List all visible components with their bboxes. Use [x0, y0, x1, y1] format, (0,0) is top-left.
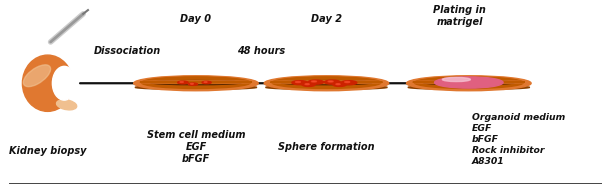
Text: Dissociation: Dissociation — [94, 46, 162, 56]
Text: Sphere formation: Sphere formation — [278, 142, 374, 152]
Ellipse shape — [134, 76, 258, 91]
Ellipse shape — [281, 81, 371, 85]
Ellipse shape — [312, 81, 317, 82]
Ellipse shape — [22, 55, 73, 111]
Ellipse shape — [57, 100, 77, 110]
Ellipse shape — [140, 81, 252, 83]
Ellipse shape — [264, 76, 389, 91]
Ellipse shape — [408, 85, 529, 89]
Ellipse shape — [308, 80, 324, 84]
Text: Plating in
matrigel: Plating in matrigel — [434, 5, 487, 27]
Ellipse shape — [305, 84, 309, 85]
Text: Day 0: Day 0 — [180, 14, 212, 24]
Ellipse shape — [272, 77, 381, 88]
Ellipse shape — [408, 81, 529, 83]
Text: Organoid medium
EGF
bFGF
Rock inhibitor
A8301: Organoid medium EGF bFGF Rock inhibitor … — [472, 113, 565, 166]
Ellipse shape — [202, 81, 211, 84]
Ellipse shape — [270, 81, 382, 83]
Text: 48 hours: 48 hours — [237, 46, 285, 56]
Ellipse shape — [324, 80, 340, 84]
Ellipse shape — [135, 85, 257, 89]
Ellipse shape — [336, 84, 340, 85]
Ellipse shape — [424, 81, 514, 85]
Ellipse shape — [52, 66, 76, 100]
Ellipse shape — [413, 81, 525, 83]
Ellipse shape — [266, 85, 387, 89]
Ellipse shape — [142, 77, 250, 88]
Ellipse shape — [345, 81, 350, 83]
Text: Stem cell medium
EGF
bFGF: Stem cell medium EGF bFGF — [147, 130, 245, 164]
Ellipse shape — [406, 76, 531, 91]
Ellipse shape — [443, 77, 470, 82]
Ellipse shape — [414, 77, 523, 88]
Text: Kidney biopsy: Kidney biopsy — [9, 146, 86, 156]
Ellipse shape — [435, 77, 503, 88]
Text: Day 2: Day 2 — [311, 14, 342, 24]
Ellipse shape — [302, 83, 315, 86]
Ellipse shape — [266, 81, 387, 83]
Ellipse shape — [333, 83, 346, 86]
Ellipse shape — [341, 81, 357, 85]
Ellipse shape — [188, 83, 198, 85]
Ellipse shape — [295, 81, 300, 83]
Ellipse shape — [135, 81, 257, 83]
Ellipse shape — [24, 65, 51, 87]
Ellipse shape — [328, 81, 333, 82]
Ellipse shape — [178, 81, 188, 84]
Ellipse shape — [151, 81, 241, 85]
Ellipse shape — [292, 81, 308, 85]
